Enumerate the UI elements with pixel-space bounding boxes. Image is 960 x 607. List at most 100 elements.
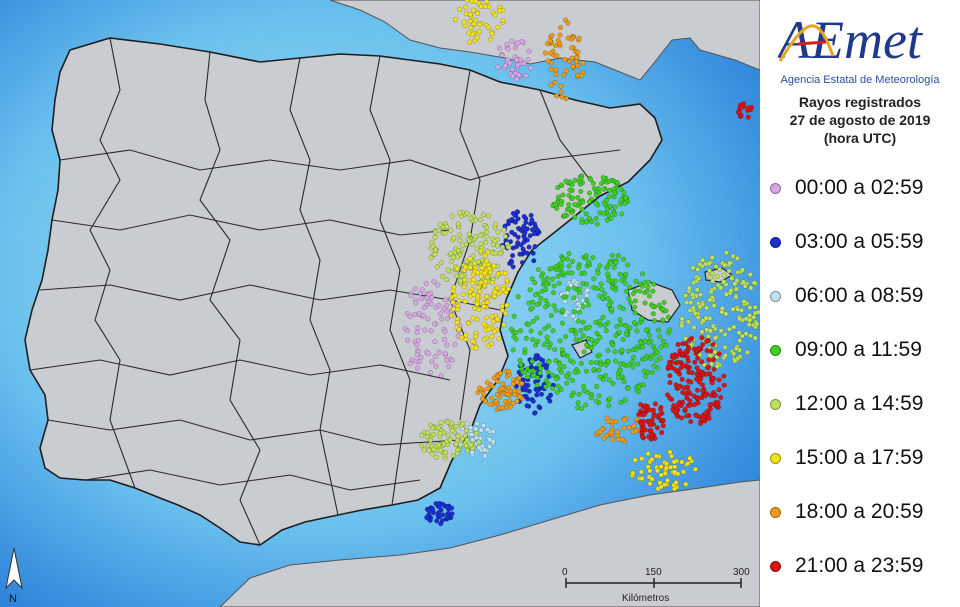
lightning-strike-dot [507, 60, 513, 66]
lightning-strike-dot [685, 319, 692, 325]
lightning-strike-dot [528, 328, 534, 334]
lightning-strike-dot [440, 501, 446, 507]
lightning-strike-dot [426, 350, 432, 357]
lightning-strike-dot [441, 306, 447, 312]
lightning-strike-dot [522, 227, 529, 233]
lightning-strike-dot [567, 179, 573, 185]
lightning-strike-dot [623, 271, 629, 277]
lightning-strike-dot [685, 354, 691, 361]
lightning-strike-dot [429, 359, 435, 365]
lightning-strike-dot [499, 385, 505, 391]
lightning-strike-dot [619, 277, 625, 283]
lightning-strike-dot [455, 433, 461, 439]
lightning-strike-dot [564, 380, 570, 386]
map-title-line-1: Rayos registrados [798, 94, 922, 110]
lightning-strike-dot [424, 430, 431, 436]
lightning-strike-dot [651, 281, 657, 287]
lightning-strike-dot [626, 424, 632, 430]
lightning-strike-dot [505, 286, 512, 292]
lightning-strike-dot [654, 349, 660, 355]
lightning-strike-dot [622, 397, 628, 403]
lightning-strike-dot [727, 260, 733, 266]
lightning-strike-dot [613, 358, 619, 364]
lightning-strike-dot [629, 359, 635, 365]
lightning-strike-dot [563, 334, 569, 340]
lightning-strike-dot [732, 281, 738, 287]
lightning-strike-dot [482, 279, 488, 285]
lightning-strike-dot [449, 427, 455, 434]
lightning-strike-dot [656, 412, 662, 418]
lightning-strike-dot [606, 377, 612, 383]
lightning-strike-dot [510, 381, 516, 387]
legend-item: 00:00 a 02:59 [770, 176, 923, 200]
legend-label: 18:00 a 20:59 [795, 500, 924, 523]
legend-item: 15:00 a 17:59 [770, 446, 923, 470]
lightning-strike-dot [586, 190, 593, 196]
lightning-strike-dot [532, 410, 538, 416]
lightning-strike-dot [571, 309, 577, 315]
lightning-strike-dot [685, 460, 691, 467]
lightning-strike-dot [672, 469, 678, 475]
lightning-strike-dot [711, 375, 717, 382]
lightning-strike-dot [559, 347, 565, 353]
lightning-strike-dot [738, 307, 745, 313]
lightning-strike-dot [603, 197, 609, 203]
lightning-strike-dot [714, 273, 720, 279]
lightning-strike-dot [562, 299, 568, 305]
legend-swatch [770, 506, 781, 518]
lightning-strike-dot [706, 261, 712, 267]
lightning-strike-dot [677, 371, 683, 377]
lightning-strike-dot [557, 24, 564, 31]
lightning-strike-dot [467, 238, 473, 244]
lightning-strike-dot [718, 394, 724, 400]
lightning-strike-dot [456, 298, 462, 304]
lightning-map: N 0 150 300 Kilómetros [0, 0, 760, 607]
lightning-strike-dot [407, 361, 413, 367]
lightning-strike-dot [439, 273, 446, 279]
lightning-strike-dot [472, 260, 478, 266]
lightning-strike-dot [751, 280, 757, 286]
lightning-strike-dot [626, 362, 632, 368]
lightning-strike-dot [694, 347, 700, 354]
lightning-strike-dot [548, 60, 554, 66]
lightning-strike-dot [647, 468, 653, 474]
lightning-strike-dot [555, 194, 562, 200]
lightning-strike-dot [651, 318, 658, 324]
lightning-strike-dot [542, 325, 548, 332]
lightning-strike-dot [446, 364, 452, 370]
lightning-strike-dot [442, 230, 448, 236]
lightning-strike-dot [558, 83, 564, 89]
lightning-strike-dot [509, 66, 516, 72]
lightning-strike-dot [442, 449, 448, 456]
lightning-strike-dot [471, 291, 477, 297]
lightning-strike-dot [662, 482, 668, 488]
lightning-strike-dot [527, 287, 533, 293]
lightning-strike-dot [506, 368, 512, 374]
lightning-strike-dot [707, 402, 713, 408]
lightning-strike-dot [485, 24, 491, 30]
lightning-strike-dot [743, 331, 749, 337]
lightning-strike-dot [586, 324, 593, 330]
lightning-strike-dot [579, 206, 585, 212]
lightning-strike-dot [609, 437, 616, 443]
lightning-strike-dot [687, 455, 693, 461]
lightning-strike-dot [559, 320, 565, 326]
lightning-strike-dot [445, 315, 451, 321]
lightning-strike-dot [450, 299, 456, 305]
iberian-peninsula [24, 37, 663, 546]
lightning-strike-dot [557, 40, 563, 46]
lightning-strike-dot [591, 367, 597, 373]
lightning-strike-dot [581, 349, 587, 355]
lightning-strike-dot [674, 353, 680, 360]
lightning-strike-dot [515, 234, 521, 240]
lightning-strike-dot [553, 264, 559, 270]
lightning-strike-dot [601, 211, 607, 217]
lightning-strike-dot [500, 381, 506, 387]
lightning-strike-dot [548, 67, 554, 73]
lightning-strike-dot [482, 398, 488, 405]
lightning-strike-dot [700, 341, 706, 348]
lightning-strike-dot [417, 290, 423, 297]
lightning-strike-dot [552, 346, 558, 353]
lightning-strike-dot [659, 429, 665, 436]
legend-label: 21:00 a 23:59 [795, 554, 924, 577]
